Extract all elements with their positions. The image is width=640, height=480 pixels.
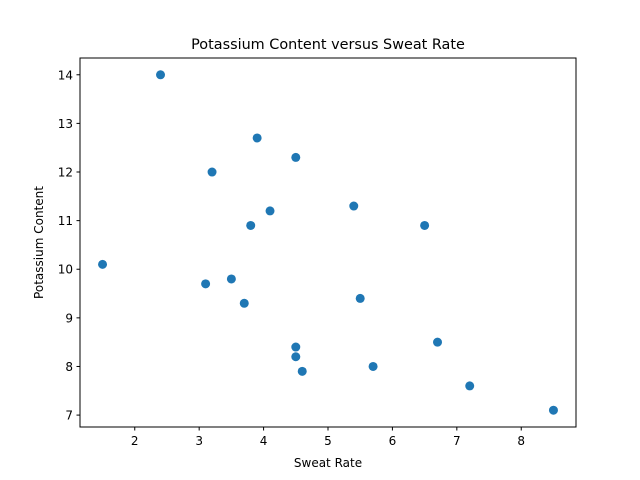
y-tick-label: 8 xyxy=(65,360,73,374)
data-points xyxy=(98,70,558,415)
data-point-19 xyxy=(465,381,475,391)
data-point-14 xyxy=(433,337,443,347)
data-point-4 xyxy=(207,167,217,177)
data-point-13 xyxy=(239,298,249,308)
data-point-9 xyxy=(98,259,108,269)
y-axis-label: Potassium Content xyxy=(32,186,46,299)
y-tick-label: 13 xyxy=(58,117,73,131)
data-point-18 xyxy=(297,366,307,376)
y-axis-ticks: 7 8 9 10 11 12 13 14 xyxy=(58,68,80,423)
data-point-7 xyxy=(246,220,256,230)
data-point-17 xyxy=(368,361,378,371)
x-tick-label: 5 xyxy=(324,434,332,448)
data-point-3 xyxy=(291,152,301,162)
data-point-8 xyxy=(420,220,430,230)
chart-title: Potassium Content versus Sweat Rate xyxy=(191,37,465,53)
data-point-6 xyxy=(265,206,275,216)
data-point-5 xyxy=(349,201,359,211)
y-tick-label: 10 xyxy=(58,263,73,277)
x-axis-ticks: 2 3 4 5 6 7 8 xyxy=(131,427,525,448)
data-point-10 xyxy=(226,274,236,284)
y-tick-label: 11 xyxy=(58,214,73,228)
x-axis-label: Sweat Rate xyxy=(294,456,362,470)
data-point-2 xyxy=(252,133,262,143)
data-point-15 xyxy=(291,342,301,352)
data-point-12 xyxy=(355,293,365,303)
x-tick-label: 2 xyxy=(131,434,139,448)
y-tick-label: 12 xyxy=(58,166,73,180)
x-tick-label: 3 xyxy=(195,434,203,448)
y-tick-label: 14 xyxy=(58,68,73,82)
x-tick-label: 4 xyxy=(260,434,268,448)
data-point-16 xyxy=(291,352,301,362)
x-tick-label: 6 xyxy=(389,434,397,448)
plot-frame xyxy=(79,57,577,428)
x-tick-label: 8 xyxy=(517,434,525,448)
data-point-1 xyxy=(156,70,166,80)
y-tick-label: 7 xyxy=(65,409,73,423)
y-tick-label: 9 xyxy=(65,311,73,325)
data-point-20 xyxy=(548,405,558,415)
data-point-11 xyxy=(201,279,211,289)
x-tick-label: 7 xyxy=(453,434,461,448)
